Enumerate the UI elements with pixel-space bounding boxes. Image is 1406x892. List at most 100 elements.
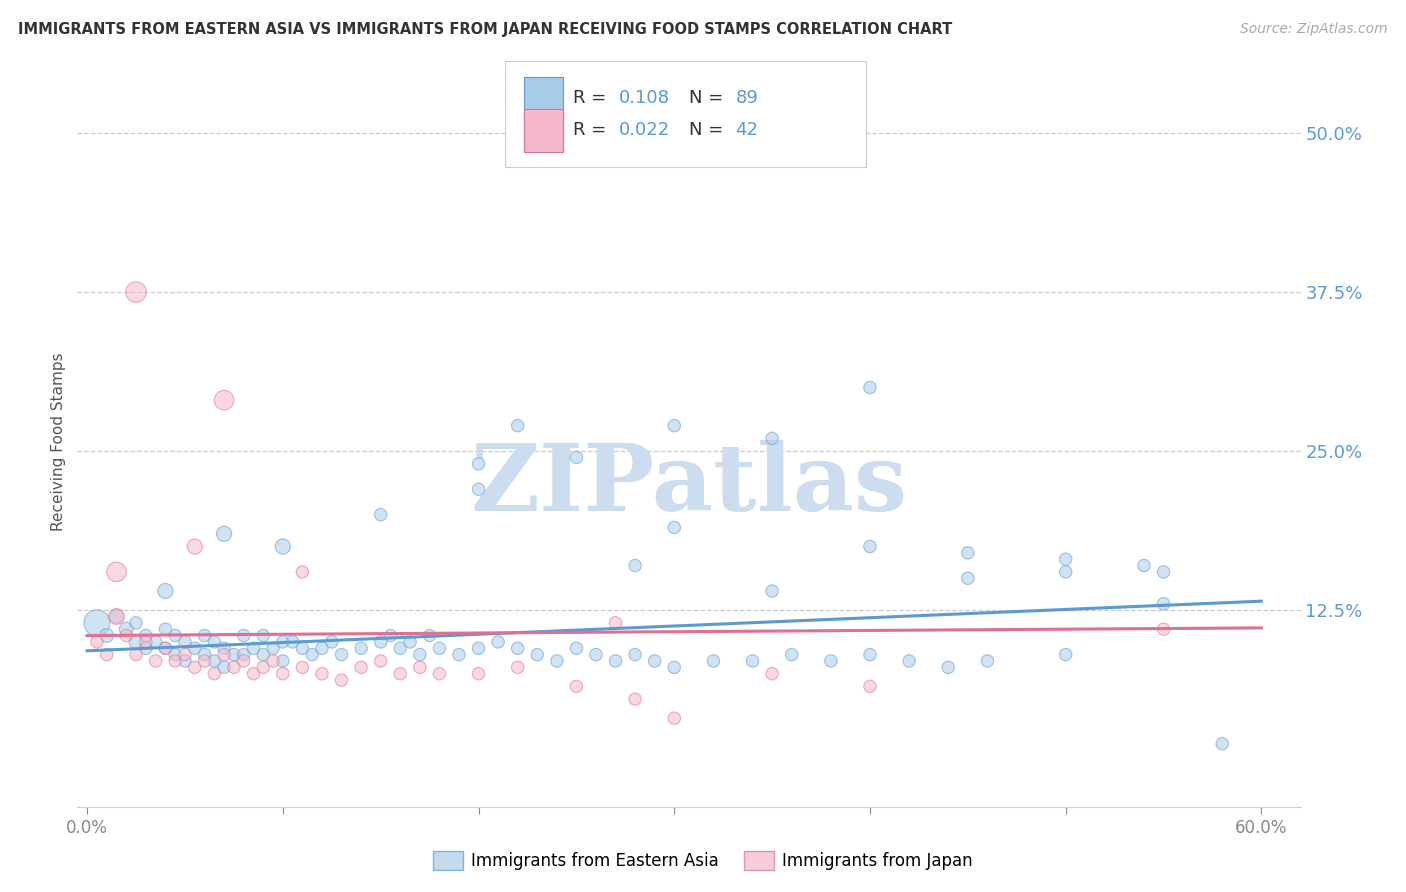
Point xyxy=(605,654,627,668)
Point xyxy=(644,654,666,668)
Point xyxy=(350,660,373,674)
Point xyxy=(311,641,333,656)
Point xyxy=(145,654,167,668)
Point xyxy=(429,666,451,681)
Point xyxy=(193,648,215,662)
Text: N =: N = xyxy=(689,89,723,107)
Point xyxy=(202,666,225,681)
Point xyxy=(291,660,314,674)
Legend: Immigrants from Eastern Asia, Immigrants from Japan: Immigrants from Eastern Asia, Immigrants… xyxy=(426,844,980,877)
Point xyxy=(506,641,529,656)
Point xyxy=(155,641,177,656)
Point xyxy=(624,692,647,706)
Point xyxy=(820,654,842,668)
Point xyxy=(1054,648,1077,662)
Point xyxy=(165,628,187,642)
Point xyxy=(311,666,333,681)
Point xyxy=(702,654,724,668)
Point xyxy=(232,648,254,662)
Point xyxy=(664,418,686,433)
Point xyxy=(86,635,108,649)
Point xyxy=(281,635,304,649)
Point xyxy=(330,673,353,687)
Point xyxy=(370,635,392,649)
Point xyxy=(399,635,422,649)
Point xyxy=(565,680,588,694)
Point xyxy=(664,520,686,534)
Text: IMMIGRANTS FROM EASTERN ASIA VS IMMIGRANTS FROM JAPAN RECEIVING FOOD STAMPS CORR: IMMIGRANTS FROM EASTERN ASIA VS IMMIGRAN… xyxy=(18,22,952,37)
Point xyxy=(271,540,294,554)
Text: 42: 42 xyxy=(735,121,758,139)
Point xyxy=(115,628,138,642)
Point xyxy=(409,648,432,662)
Point xyxy=(330,648,353,662)
Point xyxy=(115,622,138,636)
Point xyxy=(174,635,197,649)
Point xyxy=(605,615,627,630)
Point xyxy=(741,654,763,668)
Point xyxy=(105,565,128,579)
Point xyxy=(956,546,979,560)
Point xyxy=(936,660,959,674)
Point xyxy=(105,609,128,624)
Point xyxy=(467,666,489,681)
Point xyxy=(467,482,489,496)
Point xyxy=(193,654,215,668)
Point xyxy=(291,565,314,579)
Point xyxy=(252,648,274,662)
Point xyxy=(380,628,402,642)
Point xyxy=(1153,597,1175,611)
Point xyxy=(859,380,882,394)
Point xyxy=(447,648,470,662)
Point xyxy=(624,648,647,662)
Point xyxy=(664,660,686,674)
Point xyxy=(125,615,148,630)
Point xyxy=(202,654,225,668)
Point xyxy=(467,641,489,656)
Point xyxy=(184,540,207,554)
Point xyxy=(96,628,118,642)
Point xyxy=(135,628,157,642)
Point xyxy=(242,666,264,681)
Point xyxy=(467,457,489,471)
Point xyxy=(350,641,373,656)
Text: R =: R = xyxy=(572,89,606,107)
Point xyxy=(859,540,882,554)
FancyBboxPatch shape xyxy=(524,109,562,152)
Point xyxy=(125,635,148,649)
Point xyxy=(212,393,235,408)
Point xyxy=(212,526,235,541)
Point xyxy=(389,666,412,681)
Point xyxy=(624,558,647,573)
Point xyxy=(232,628,254,642)
Point xyxy=(565,450,588,465)
Point xyxy=(212,660,235,674)
Text: ZIPatlas: ZIPatlas xyxy=(471,441,907,531)
Point xyxy=(184,641,207,656)
Point xyxy=(262,641,284,656)
Point xyxy=(271,654,294,668)
Point xyxy=(222,660,245,674)
Point xyxy=(1153,565,1175,579)
Point xyxy=(165,654,187,668)
Point xyxy=(506,418,529,433)
Point xyxy=(956,571,979,585)
Point xyxy=(174,648,197,662)
Point xyxy=(565,641,588,656)
Point xyxy=(212,648,235,662)
FancyBboxPatch shape xyxy=(524,77,562,120)
Point xyxy=(252,660,274,674)
Point xyxy=(664,711,686,725)
Point xyxy=(212,641,235,656)
Point xyxy=(1153,622,1175,636)
Text: Source: ZipAtlas.com: Source: ZipAtlas.com xyxy=(1240,22,1388,37)
Point xyxy=(761,584,783,599)
Point xyxy=(202,635,225,649)
Point xyxy=(271,635,294,649)
Text: R =: R = xyxy=(572,121,606,139)
Point xyxy=(135,635,157,649)
Point xyxy=(859,648,882,662)
Point xyxy=(546,654,568,668)
Point xyxy=(419,628,441,642)
Text: 0.108: 0.108 xyxy=(619,89,671,107)
